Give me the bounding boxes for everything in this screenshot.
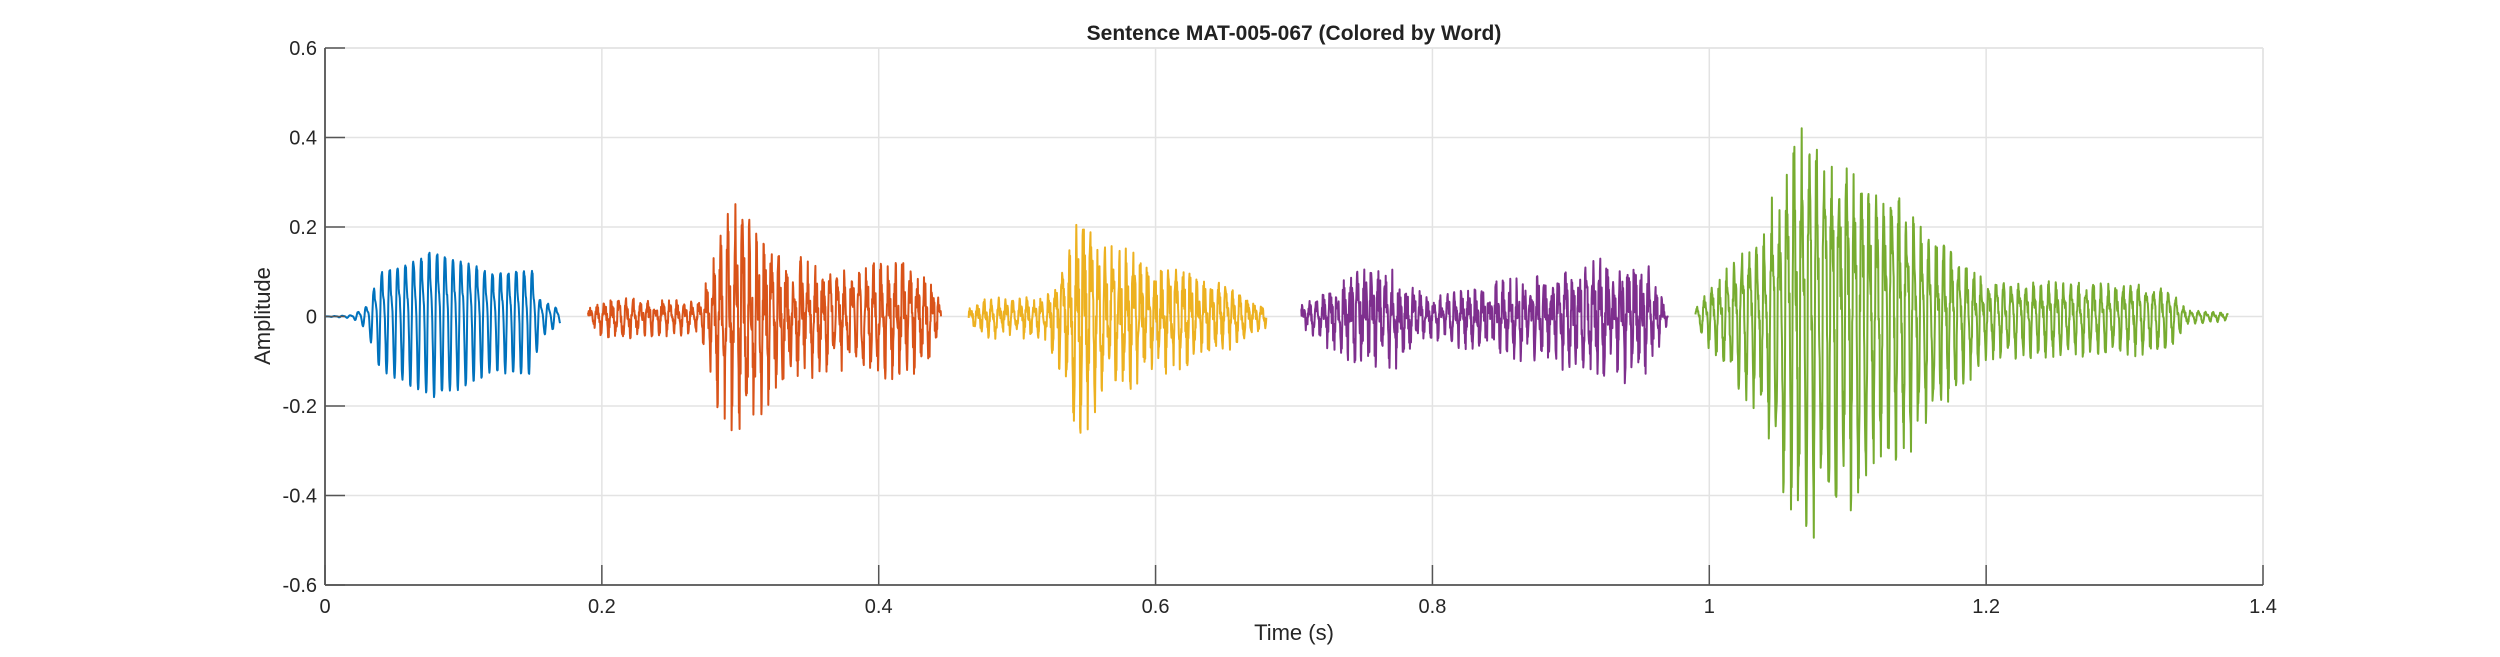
y-tick-label: 0.4 [289,128,317,150]
x-tick-label: 0.2 [588,596,616,618]
waveform-word-3 [967,223,1268,434]
x-tick-label: 0.6 [1142,596,1170,618]
y-tick-label: -0.4 [283,486,317,508]
y-tick-label: 0.6 [289,38,317,60]
y-tick-label: 0 [306,307,317,329]
x-tick-label: 1.4 [2249,596,2277,618]
chart-title: Sentence MAT-005-067 (Colored by Word) [1087,22,1502,45]
waveform-word-4 [1300,257,1669,385]
y-tick-label: -0.2 [283,396,317,418]
waveform-word-1 [324,251,561,399]
x-tick-label: 1.2 [1972,596,2000,618]
y-tick-label: 0.2 [289,217,317,239]
y-tick-label: -0.6 [283,575,317,597]
x-tick-label: 0 [319,596,330,618]
waveforms [324,127,2229,539]
x-tick-label: 0.4 [865,596,893,618]
waveform-word-2 [587,203,942,432]
y-axis-label: Amplitude [250,267,275,365]
axes: 0 0.2 0.4 0.6 0.8 1 1.2 1.4 -0.6 -0.4 -0.2 0 0.2 0.4 0… [283,38,2277,618]
x-tick-label: 1 [1704,596,1715,618]
x-tick-label: 0.8 [1419,596,1447,618]
x-axis-label: Time (s) [1254,620,1334,645]
waveform-word-5 [1694,127,2229,539]
